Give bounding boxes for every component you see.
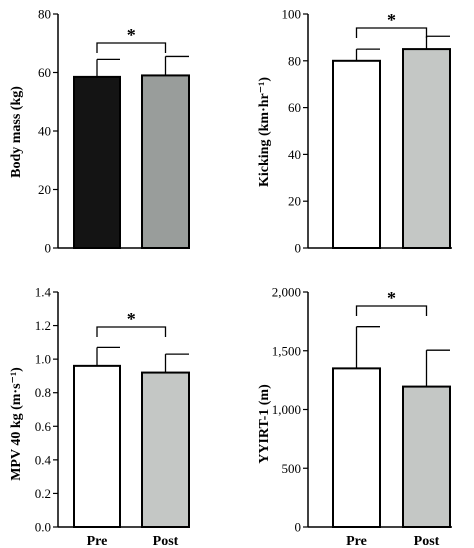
y-axis-title: Body mass (kg) [9,86,24,178]
y-tick-label: 20 [288,194,301,209]
bar-pre [73,364,121,528]
y-tick-label: 20 [38,182,51,197]
bar-pre [332,59,381,249]
significance-bracket [355,305,428,316]
chart-panel-2: 0 20 40 60 80 100 * Kicking (km·hr⁻¹) [257,7,452,256]
y-tick-label: 1.2 [35,318,51,333]
x-category-label: Pre [346,534,367,548]
y-axis-title: Kicking (km·hr⁻¹) [257,77,272,187]
chart-panel-3: 0.0 0.2 0.4 0.6 0.8 1.0 1.2 1.4 * Pre Post MPV 40 k… [9,285,190,548]
y-axis-title: MPV 40 kg (m·s⁻¹) [9,367,24,481]
y-tick-label: 1.4 [35,285,52,300]
significance-bracket [355,27,428,38]
y-tick-label: 40 [38,124,51,139]
bar-post [141,371,190,529]
x-category-label: Post [153,534,179,548]
y-tick-label: 0.8 [35,385,51,400]
y-tick-label: 1.0 [35,352,51,367]
y-tick-label: 60 [288,100,301,115]
significance-star: * [387,10,396,30]
bar-pre [332,367,381,528]
y-axis-title: YYIRT-1 (m) [257,384,272,464]
y-tick-label: 1,500 [272,343,301,358]
y-tick-label: 0.4 [35,452,52,467]
y-tick-label: 0 [45,241,52,256]
bar-post [402,48,451,249]
y-tick-label: 2,000 [272,285,301,300]
bar-post [402,385,451,528]
y-tick-label: 1,000 [272,402,301,417]
y-tick-label: 0.0 [35,520,51,535]
significance-bracket [96,326,167,337]
bar-pre [73,75,121,249]
significance-bracket [96,42,167,53]
chart-panel-1: 0 20 40 60 80 * Body mass (kg) [9,7,190,256]
y-tick-label: 500 [282,461,302,476]
y-tick-label: 80 [38,7,51,22]
y-tick-label: 80 [288,53,301,68]
y-tick-label: 60 [38,65,51,80]
y-tick-label: 0 [295,241,302,256]
y-tick-label: 0.6 [35,419,52,434]
y-tick-label: 0.2 [35,486,51,501]
bar-post [141,74,190,249]
y-tick-label: 40 [288,147,301,162]
significance-star: * [127,309,136,329]
x-category-label: Pre [87,534,108,548]
significance-star: * [127,25,136,45]
y-tick-label: 0 [295,520,302,535]
x-category-label: Post [414,534,440,548]
chart-panel-4: 0 500 1,000 1,500 2,000 * Pre Post YYIRT-1 (m) [257,285,452,548]
y-tick-label: 100 [282,7,302,22]
significance-star: * [387,288,396,308]
